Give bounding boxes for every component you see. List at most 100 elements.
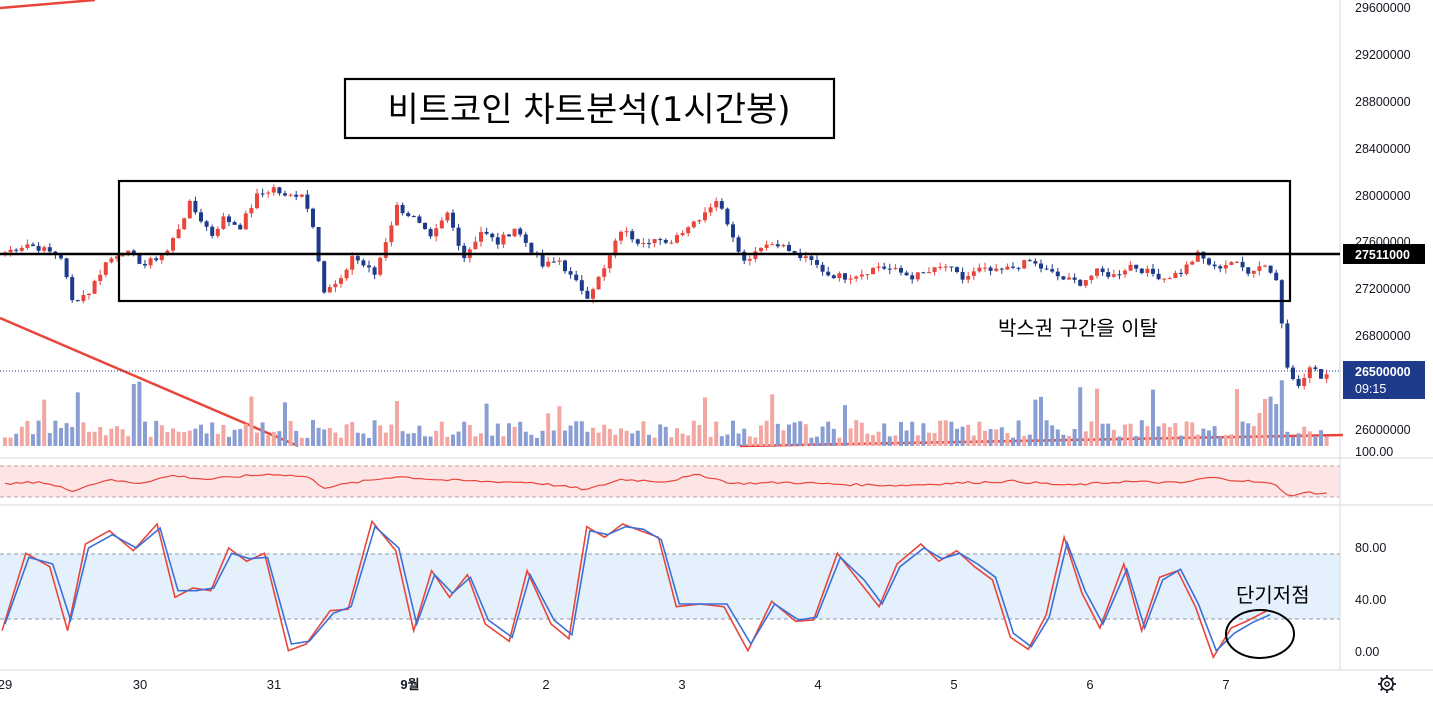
volume-bar [1139, 420, 1144, 446]
candle-body [1207, 258, 1211, 265]
candle-body [176, 229, 181, 239]
volume-bar [932, 433, 937, 446]
candle-body [484, 231, 489, 234]
volume-bar [1162, 423, 1167, 446]
candle-body [1027, 260, 1032, 262]
volume-bar [260, 422, 265, 446]
volume-bar [557, 406, 562, 446]
volume-bar [283, 402, 287, 446]
stoch-band [0, 554, 1340, 619]
volume-bar [467, 424, 472, 446]
candle-body [1100, 268, 1105, 273]
volume-bar [14, 433, 19, 446]
volume-bar [327, 427, 332, 446]
candle-body [1050, 269, 1055, 272]
time-label: 29 [0, 677, 12, 692]
volume-bar [854, 420, 859, 446]
candle-body [1095, 268, 1099, 276]
candle-body [1072, 277, 1077, 280]
volume-bar [630, 433, 635, 446]
volume-bar [75, 392, 80, 446]
volume-bar [747, 436, 752, 446]
candle-body [1274, 272, 1279, 281]
volume-bar [490, 435, 495, 446]
candle-body [350, 256, 355, 270]
volume-bar [602, 424, 607, 446]
volume-bar [87, 431, 91, 446]
volume-bar [1223, 435, 1228, 446]
candle-body [697, 220, 702, 222]
volume-bar [115, 426, 119, 446]
volume-bar [787, 424, 791, 446]
volume-bar [383, 432, 388, 446]
volume-bar [613, 434, 618, 446]
candle-body [736, 237, 741, 252]
candle-body [876, 266, 881, 268]
volume-bar [148, 436, 153, 446]
candle-body [490, 233, 495, 238]
volume-bar [199, 424, 203, 446]
volume-bar [344, 424, 349, 446]
volume-bar [47, 433, 52, 446]
volume-bar [8, 437, 13, 446]
candle-body [8, 249, 13, 253]
volume-bar [546, 413, 551, 446]
volume-bar [647, 434, 651, 446]
volume-bar [1302, 426, 1307, 446]
candle-body [283, 193, 287, 196]
volume-bar [210, 422, 215, 446]
volume-bar [1095, 388, 1099, 446]
candle-body [126, 250, 131, 254]
volume-bar [1218, 436, 1223, 446]
volume-bar [697, 424, 702, 446]
candle-body [294, 194, 299, 197]
candle-body [411, 216, 416, 218]
volume-bar [893, 435, 898, 446]
volume-bar [1212, 426, 1217, 446]
volume-bar [25, 420, 30, 446]
candle-body [87, 293, 91, 296]
candle-body [775, 244, 780, 247]
candle-body [1246, 267, 1251, 274]
volume-bar [479, 433, 483, 446]
volume-bar [31, 434, 35, 446]
volume-bar [501, 436, 506, 446]
volume-bar [680, 433, 685, 446]
price-tick: 28800000 [1355, 95, 1411, 109]
candle-body [423, 222, 427, 230]
volume-bar [775, 423, 780, 446]
candle-body [529, 242, 534, 253]
candle-body [1022, 260, 1027, 269]
candle-body [1078, 279, 1083, 286]
volume-bar [641, 421, 646, 446]
candle-body [999, 268, 1004, 270]
volume-bar [316, 427, 321, 446]
volume-bar [411, 433, 416, 446]
volume-bar [1145, 426, 1150, 446]
volume-bar [271, 431, 276, 446]
candle-body [742, 251, 747, 261]
volume-bar [137, 381, 142, 446]
candle-body [1212, 264, 1217, 267]
volume-bar [921, 423, 926, 446]
volume-bar [915, 435, 920, 446]
candle-body [1223, 264, 1228, 269]
candle-body [1156, 273, 1161, 280]
volume-bar [1229, 434, 1234, 446]
volume-bar [1106, 423, 1111, 446]
volume-bar [1044, 420, 1049, 446]
gear-icon[interactable] [1378, 675, 1396, 693]
candle-body [322, 261, 327, 293]
candle-body [47, 247, 52, 252]
candle-body [75, 300, 80, 302]
stoch-tick: 40.00 [1355, 593, 1386, 607]
volume-bar [445, 436, 450, 446]
volume-bar [1011, 437, 1015, 446]
volume-bar [1251, 426, 1256, 446]
volume-bar [495, 423, 500, 446]
candle-body [1184, 264, 1189, 274]
candle-body [1235, 261, 1239, 263]
candle-body [1240, 261, 1245, 268]
candle-body [1263, 265, 1267, 267]
volume-bar [361, 433, 366, 446]
